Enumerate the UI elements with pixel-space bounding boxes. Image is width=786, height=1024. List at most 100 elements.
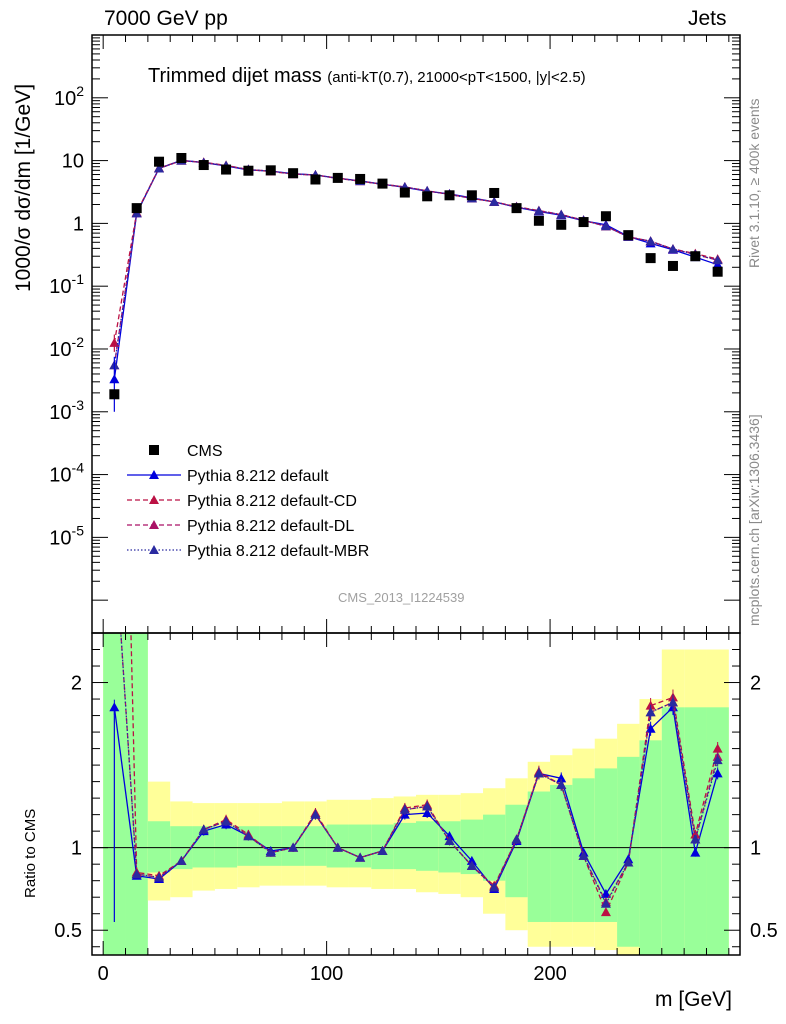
y-tick-label-main: 10 [62,151,84,173]
cms-data-point [221,164,232,175]
band-inner-bin [617,756,640,947]
band-inner-bin [527,791,551,922]
y-tick-label-main: 10-2 [49,334,84,361]
ratio-point-0 [690,847,701,857]
ratio-point-1 [690,829,701,839]
ratio-point-3 [712,755,723,765]
ratio-point-1 [712,743,723,753]
ratio-point-3 [399,804,410,814]
band-inner-bin [214,826,238,868]
ratio-point-3 [556,779,567,789]
main-point-3 [533,205,544,215]
cms-data-point [489,187,500,198]
ratio-point-3 [600,898,611,908]
cms-data-point [422,191,433,202]
main-point-3 [154,163,165,173]
header-energy: 7000 GeV pp [104,7,228,30]
band-inner-bin [393,822,416,870]
ratio-point-3 [131,869,142,879]
cms-data-point [556,219,567,230]
cms-data-point [243,165,254,176]
x-tick-label: 0 [98,963,109,985]
legend-marker-cms [149,445,159,455]
ratio-line-3 [120,633,719,906]
ratio-point-3 [645,707,656,717]
cms-data-point [399,187,410,198]
ratio-point-3 [489,882,500,892]
ratio-point-0 [422,807,433,817]
cms-data-point [444,190,455,201]
y-tick-label-ratio-right: 2 [750,673,761,695]
y-tick-label-ratio: 1 [71,838,82,860]
cms-data-point [288,168,299,179]
main-series-group [109,152,723,412]
legend-marker [149,545,159,554]
ratio-point-3 [310,809,321,819]
ratio-point-3 [578,850,589,860]
legend-label: Pythia 8.212 default-MBR [187,543,369,560]
legend-label: Pythia 8.212 default [187,468,329,485]
band-inner-bin [416,821,439,871]
legend-label: Pythia 8.212 default-CD [187,493,357,510]
band-inner-bin [706,707,729,955]
legend-marker [149,470,159,479]
cms-data-point [623,230,634,241]
main-line-0 [113,159,718,380]
main-point-3 [645,236,656,246]
legend-marker [149,520,159,529]
band-inner-bin [304,826,327,866]
y-tick-label-main: 10-5 [49,522,84,549]
cms-data-point [600,211,611,222]
ratio-point-3 [422,801,433,811]
main-line-1 [113,159,718,344]
main-point-3 [712,255,723,265]
ratio-point-3 [466,860,477,870]
ratio-point-3 [176,855,187,865]
band-inner-bin [125,633,148,955]
ratio-point-3 [511,834,522,844]
plot-title: Trimmed dijet mass (anti-kT(0.7), 21000<… [148,65,586,88]
ratio-point-3 [243,831,254,841]
ratio-series-group [109,633,723,922]
legend: CMS Pythia 8.212 default Pythia 8.212 defa… [127,443,369,560]
y-tick-label-main: 10-1 [49,271,84,298]
plot-title-detail: (anti-kT(0.7), 21000<pT<1500, |y|<2.5) [327,69,586,86]
ratio-point-3 [355,852,366,862]
y-tick-label-ratio-right: 1 [750,838,761,860]
y-tick-label-main: 102 [54,83,84,110]
cms-data-point [466,190,477,201]
cms-data-point [131,203,142,214]
ratio-point-0 [712,768,723,778]
y-tick-label-main: 1 [73,213,84,235]
ratio-point-3 [265,847,276,857]
main-point-3 [489,196,500,206]
cms-data-point [712,266,723,277]
y-tick-label-ratio-right: 0.5 [750,920,778,942]
x-tick-label: 200 [533,963,566,985]
band-inner-bin [661,707,685,955]
cms-data-point [154,156,165,167]
y-tick-label-main: 10-3 [49,397,84,424]
x-tick-label: 100 [310,963,343,985]
band-inner-bin [348,824,372,868]
header-jets: Jets [688,7,727,30]
main-point-3 [600,221,611,231]
ratio-point-3 [288,842,299,852]
cms-data-point [511,203,522,214]
cms-data-point [176,152,187,163]
band-inner-bin [438,821,461,873]
ratio-point-3 [444,836,455,846]
main-line-3 [113,159,718,366]
ratio-point-3 [332,842,343,852]
band-inner-bin [505,804,528,898]
ratio-point-0 [556,773,567,783]
analysis-watermark: CMS_2013_I1224539 [338,590,465,605]
band-inner-bin [237,826,260,866]
legend-label: CMS [187,443,223,460]
ratio-line-0 [113,705,719,896]
ratio-point-3 [221,816,232,826]
ratio-point-3 [198,824,209,834]
main-point-3 [556,209,567,219]
legend-label: Pythia 8.212 default-DL [187,518,354,535]
ratio-point-3 [154,872,165,882]
